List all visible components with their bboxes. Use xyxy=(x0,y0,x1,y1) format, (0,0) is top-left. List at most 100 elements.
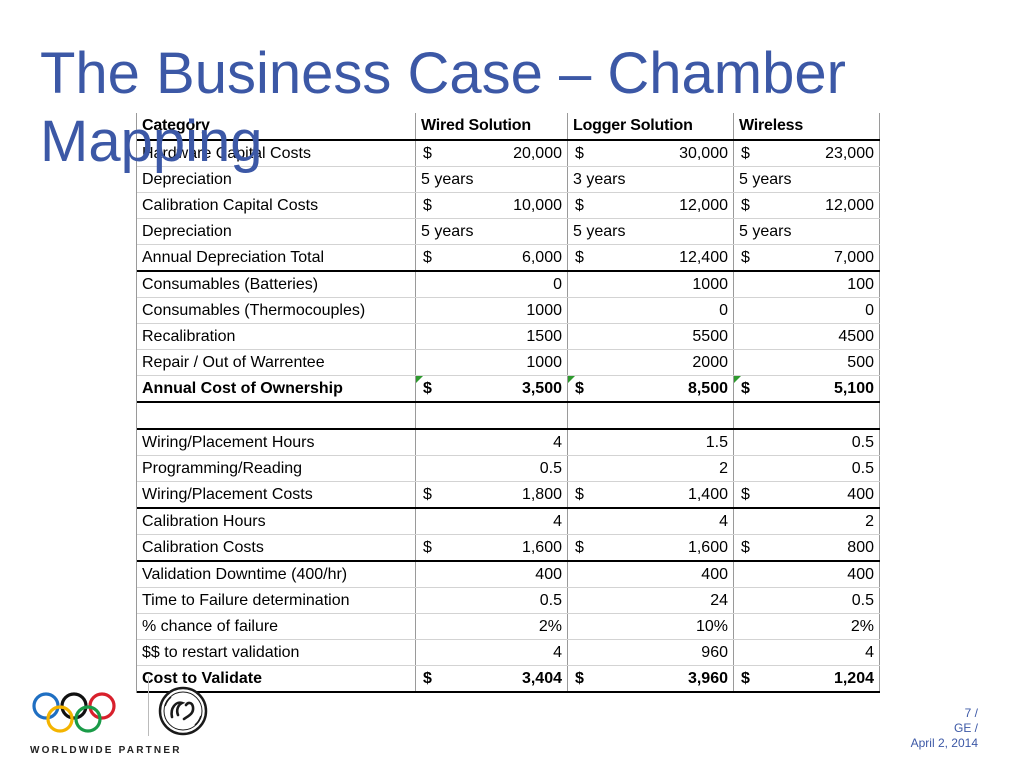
cell-value: 4500 xyxy=(734,324,880,349)
money-cell: $1,600 xyxy=(568,535,734,560)
table-row: Time to Failure determination 0.5 24 0.5 xyxy=(137,588,880,614)
cell-value: 1.5 xyxy=(568,430,734,455)
row-label: Hardware Capital Costs xyxy=(137,141,416,166)
cell-value: 12,400 xyxy=(679,249,728,266)
row-label: Calibration Costs xyxy=(137,535,416,560)
row-label: Calibration Capital Costs xyxy=(137,193,416,218)
row-label: Depreciation xyxy=(137,219,416,244)
cell-value: 4 xyxy=(416,509,568,534)
table-body: Hardware Capital Costs $20,000 $30,000 $23,… xyxy=(137,141,880,693)
row-label: Validation Downtime (400/hr) xyxy=(137,562,416,587)
table-row: Consumables (Batteries) 0 1000 100 xyxy=(137,272,880,298)
currency-symbol: $ xyxy=(423,197,432,214)
cell-value: 0 xyxy=(734,298,880,323)
money-cell: $30,000 xyxy=(568,141,734,166)
row-label: Wiring/Placement Costs xyxy=(137,482,416,507)
money-cell: $1,204 xyxy=(734,666,880,691)
cell-value: 12,000 xyxy=(679,197,728,214)
cell-value: 400 xyxy=(416,562,568,587)
cell-value: 3 years xyxy=(568,167,734,192)
cell-value: 0.5 xyxy=(734,456,880,481)
currency-symbol: $ xyxy=(575,539,584,556)
currency-symbol: $ xyxy=(575,486,584,503)
currency-symbol: $ xyxy=(575,380,584,397)
cell-value: 1,800 xyxy=(521,486,562,503)
error-indicator-icon xyxy=(416,376,423,383)
currency-symbol: $ xyxy=(423,145,432,162)
ge-logo xyxy=(158,686,208,736)
cell-value: 5 years xyxy=(416,167,568,192)
header-wireless: Wireless xyxy=(734,113,880,139)
cell-value: 100 xyxy=(734,272,880,297)
money-cell: $400 xyxy=(734,482,880,507)
table-row: Wiring/Placement Costs $1,800 $1,400 $400 xyxy=(137,482,880,509)
cell-value: 960 xyxy=(568,640,734,665)
money-cell: $5,100 xyxy=(734,376,880,401)
cell-value: 0 xyxy=(568,298,734,323)
currency-symbol: $ xyxy=(423,486,432,503)
table-row: Calibration Costs $1,600 $1,600 $800 xyxy=(137,535,880,562)
company-name: GE / xyxy=(953,721,978,735)
currency-symbol: $ xyxy=(575,145,584,162)
currency-symbol: $ xyxy=(575,670,584,687)
cell-value: 0.5 xyxy=(734,588,880,613)
cell-value: 1,204 xyxy=(833,670,874,687)
cell-value: 0.5 xyxy=(416,588,568,613)
cell-value: 1,600 xyxy=(687,539,728,556)
table-row: Annual Cost of Ownership $3,500 $8,500 $5,1… xyxy=(137,376,880,403)
cell-value: 12,000 xyxy=(825,197,874,214)
cell-value: 0.5 xyxy=(416,456,568,481)
slide-footer-info: 7 / GE / April 2, 2014 xyxy=(911,706,978,751)
currency-symbol: $ xyxy=(423,539,432,556)
currency-symbol: $ xyxy=(741,486,750,503)
row-label: Time to Failure determination xyxy=(137,588,416,613)
currency-symbol: $ xyxy=(741,197,750,214)
cell-value: 800 xyxy=(847,539,874,556)
currency-symbol: $ xyxy=(741,249,750,266)
row-label: Consumables (Thermocouples) xyxy=(137,298,416,323)
table-row: Annual Depreciation Total $6,000 $12,400 $7… xyxy=(137,245,880,272)
error-indicator-icon xyxy=(734,376,741,383)
money-cell: $23,000 xyxy=(734,141,880,166)
money-cell: $3,404 xyxy=(416,666,568,691)
cell-value: 7,000 xyxy=(833,249,874,266)
table-row: Recalibration 1500 5500 4500 xyxy=(137,324,880,350)
cell-value: 2000 xyxy=(568,350,734,375)
table-row: Validation Downtime (400/hr) 400 400 400 xyxy=(137,562,880,588)
row-label: $$ to restart validation xyxy=(137,640,416,665)
cell-value: 23,000 xyxy=(825,145,874,162)
cell-value: 4 xyxy=(734,640,880,665)
money-cell: $1,400 xyxy=(568,482,734,507)
table-row: Repair / Out of Warrentee 1000 2000 500 xyxy=(137,350,880,376)
error-indicator-icon xyxy=(568,376,575,383)
cell-value: 5 years xyxy=(568,219,734,244)
table-row: Programming/Reading 0.5 2 0.5 xyxy=(137,456,880,482)
row-label: Consumables (Batteries) xyxy=(137,272,416,297)
table-row xyxy=(137,403,880,430)
table-header-row: Category Wired Solution Logger Solution … xyxy=(137,113,880,141)
currency-symbol: $ xyxy=(423,249,432,266)
header-category: Category xyxy=(137,113,416,139)
cell-value: 24 xyxy=(568,588,734,613)
money-cell: $800 xyxy=(734,535,880,560)
cell-value: 1000 xyxy=(416,350,568,375)
cell-value: 4 xyxy=(568,509,734,534)
cell-value: 5500 xyxy=(568,324,734,349)
row-label: Calibration Hours xyxy=(137,509,416,534)
table-row: Depreciation 5 years 3 years 5 years xyxy=(137,167,880,193)
currency-symbol: $ xyxy=(423,380,432,397)
money-cell: $6,000 xyxy=(416,245,568,270)
cell-value: 5 years xyxy=(416,219,568,244)
cell-value: 5 years xyxy=(734,219,880,244)
currency-symbol: $ xyxy=(741,380,750,397)
cell-value: 2 xyxy=(734,509,880,534)
money-cell: $3,960 xyxy=(568,666,734,691)
cell-value xyxy=(734,403,880,428)
row-label: Cost to Validate xyxy=(137,666,416,691)
cell-value: 4 xyxy=(416,430,568,455)
money-cell: $10,000 xyxy=(416,193,568,218)
header-logger-solution: Logger Solution xyxy=(568,113,734,139)
table-row: Depreciation 5 years 5 years 5 years xyxy=(137,219,880,245)
cell-value: 5 years xyxy=(734,167,880,192)
cell-value: 1000 xyxy=(416,298,568,323)
